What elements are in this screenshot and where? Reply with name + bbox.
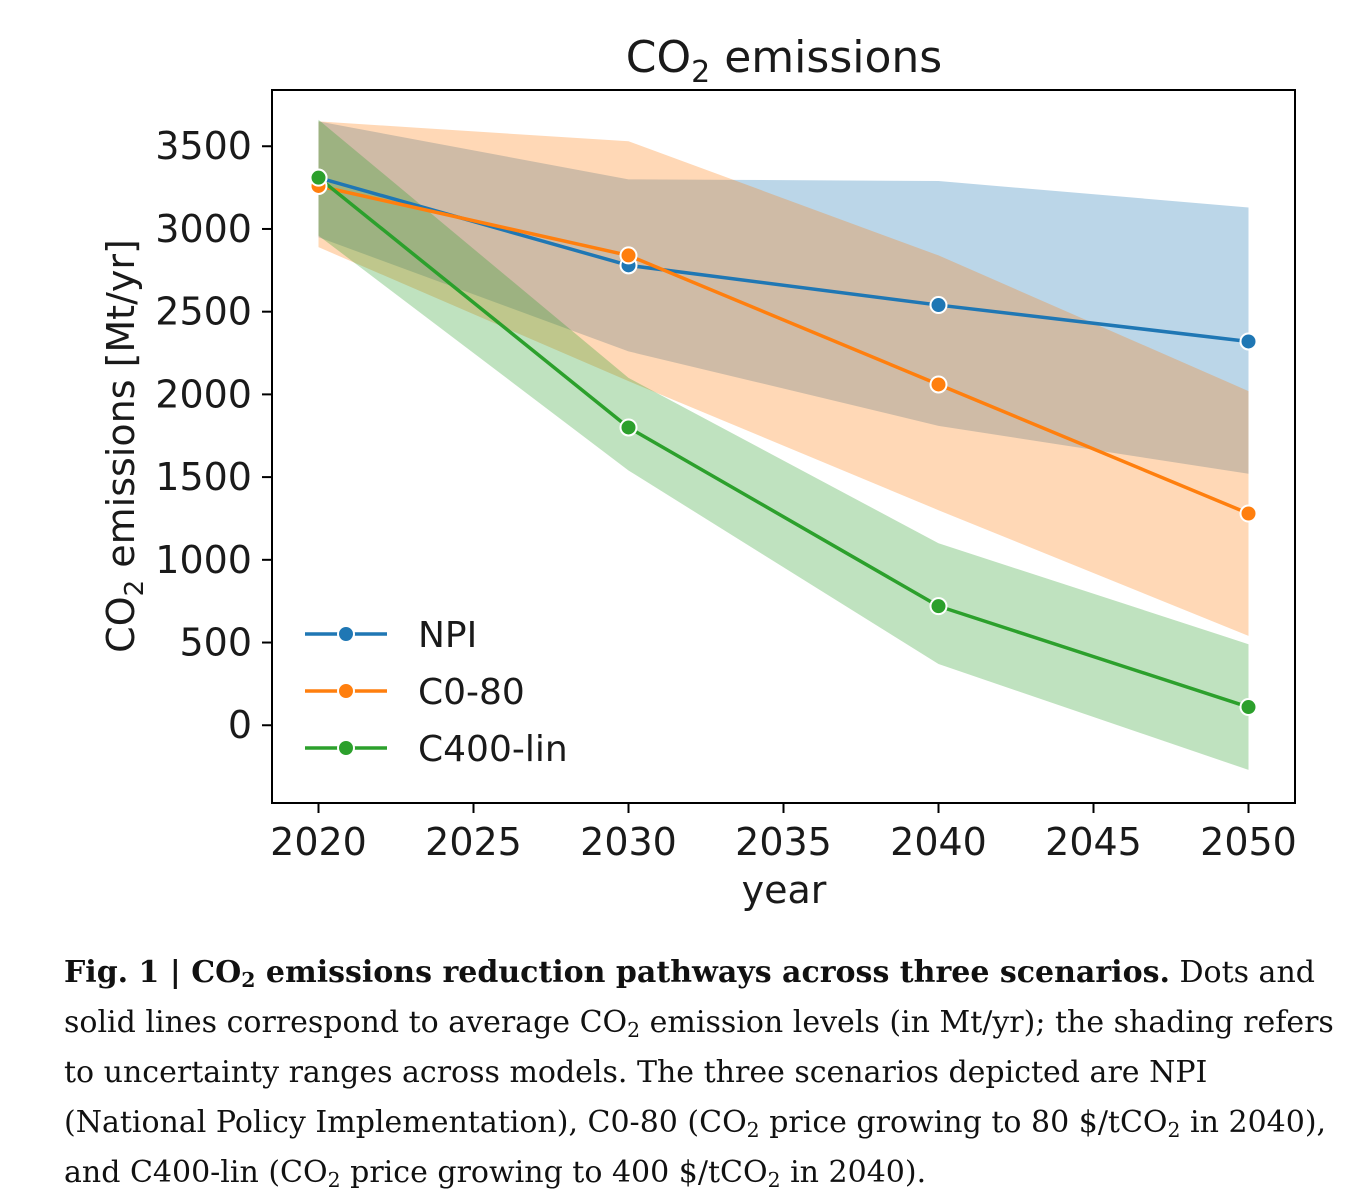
legend-c400-lin-label: C400-lin xyxy=(418,729,568,770)
x-tick-label: 2040 xyxy=(890,820,987,864)
y-tick-label: 1500 xyxy=(155,455,252,499)
y-axis-label: CO2 emissions [Mt/yr] xyxy=(99,239,150,653)
emissions-chart: 2020 2025 2030 2035 2040 2045 2050 0 500 1000 150… xyxy=(99,32,1297,912)
npi-point xyxy=(1239,332,1258,351)
c0-80-point xyxy=(929,375,948,394)
chart-title: CO2 emissions xyxy=(626,32,942,90)
y-tick-label: 0 xyxy=(228,703,252,747)
x-tick-label: 2025 xyxy=(425,820,522,864)
c400-lin-point xyxy=(309,168,328,187)
x-tick-label: 2020 xyxy=(270,820,367,864)
y-tick-label: 3000 xyxy=(155,207,252,251)
c400-lin-point xyxy=(929,597,948,616)
legend-c0-80-label: C0-80 xyxy=(418,672,525,713)
y-tick-label: 500 xyxy=(179,621,252,665)
caption-title: Fig. 1 | CO2 emissions reduction pathway… xyxy=(64,955,1170,993)
uncertainty-bands xyxy=(318,119,1249,770)
y-axis: 0 500 1000 1500 2000 2500 3000 3500 xyxy=(155,124,272,747)
legend-npi-label: NPI xyxy=(418,615,477,656)
c400-lin-band xyxy=(318,119,1249,770)
legend-npi-marker xyxy=(337,625,355,643)
c0-80-line xyxy=(318,184,1250,516)
x-tick-label: 2045 xyxy=(1045,820,1142,864)
y-tick-label: 3500 xyxy=(155,124,252,168)
series-lines xyxy=(317,175,1250,709)
c0-80-point xyxy=(1239,504,1258,523)
series-points xyxy=(309,168,1258,717)
y-tick-label: 2000 xyxy=(155,372,252,416)
c0-80-point xyxy=(619,246,638,265)
figure-caption: Fig. 1 | CO2 emissions reduction pathway… xyxy=(64,955,1334,1193)
c400-lin-line xyxy=(317,176,1250,709)
npi-band xyxy=(318,121,1249,474)
c400-lin-point xyxy=(1239,698,1258,717)
legend-c400-lin-marker xyxy=(337,739,355,757)
c400-lin-point xyxy=(619,418,638,437)
x-tick-label: 2035 xyxy=(735,820,832,864)
x-tick-label: 2050 xyxy=(1200,820,1297,864)
x-axis: 2020 2025 2030 2035 2040 2045 2050 xyxy=(270,803,1297,864)
legend-c0-80-marker xyxy=(337,682,355,700)
legend: NPI C0-80 C400-lin xyxy=(305,615,568,770)
y-tick-label: 1000 xyxy=(155,538,252,582)
x-axis-label: year xyxy=(742,868,827,912)
npi-point xyxy=(929,296,948,315)
c0-80-band xyxy=(318,121,1249,636)
x-tick-label: 2030 xyxy=(580,820,677,864)
y-tick-label: 2500 xyxy=(155,290,252,334)
